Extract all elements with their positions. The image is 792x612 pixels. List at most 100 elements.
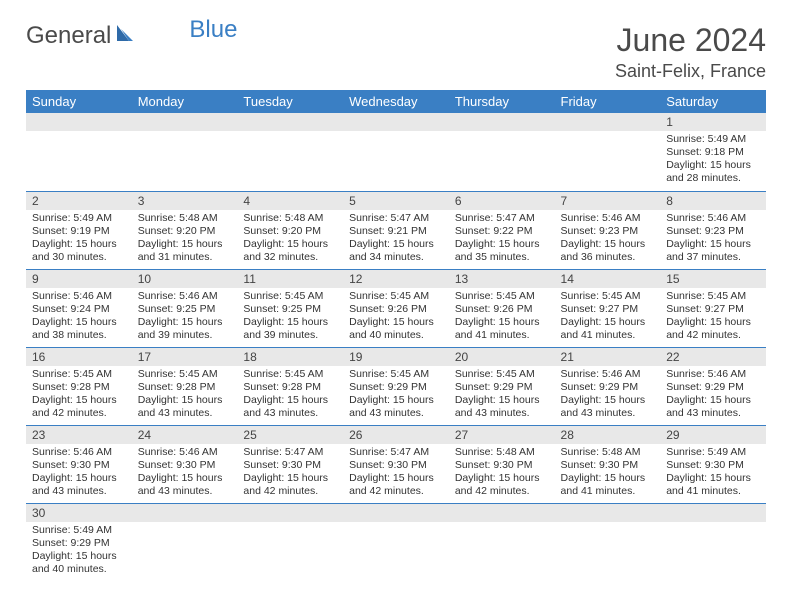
day-number: 6 [449, 192, 555, 210]
calendar-cell: 17Sunrise: 5:45 AMSunset: 9:28 PMDayligh… [132, 347, 238, 425]
sunrise-line: Sunrise: 5:48 AM [243, 212, 337, 225]
day-content: Sunrise: 5:48 AMSunset: 9:30 PMDaylight:… [555, 444, 661, 503]
calendar-cell: 26Sunrise: 5:47 AMSunset: 9:30 PMDayligh… [343, 425, 449, 503]
calendar-cell: 25Sunrise: 5:47 AMSunset: 9:30 PMDayligh… [237, 425, 343, 503]
calendar-table: Sunday Monday Tuesday Wednesday Thursday… [26, 90, 766, 581]
sunset-line: Sunset: 9:30 PM [455, 459, 549, 472]
daylight-line: Daylight: 15 hours and 40 minutes. [32, 550, 126, 576]
sunrise-line: Sunrise: 5:46 AM [666, 368, 760, 381]
sunrise-line: Sunrise: 5:48 AM [561, 446, 655, 459]
calendar-row: 1Sunrise: 5:49 AMSunset: 9:18 PMDaylight… [26, 113, 766, 191]
day-number: 18 [237, 348, 343, 366]
day-number: 23 [26, 426, 132, 444]
logo-text-blue: Blue [189, 16, 237, 44]
day-content: Sunrise: 5:45 AMSunset: 9:29 PMDaylight:… [449, 366, 555, 425]
day-number: 9 [26, 270, 132, 288]
sunrise-line: Sunrise: 5:45 AM [32, 368, 126, 381]
day-content: Sunrise: 5:45 AMSunset: 9:29 PMDaylight:… [343, 366, 449, 425]
calendar-cell [237, 503, 343, 581]
month-title: June 2024 [615, 22, 766, 59]
calendar-cell: 21Sunrise: 5:46 AMSunset: 9:29 PMDayligh… [555, 347, 661, 425]
sunset-line: Sunset: 9:19 PM [32, 225, 126, 238]
day-number: 3 [132, 192, 238, 210]
day-number: 14 [555, 270, 661, 288]
day-content: Sunrise: 5:49 AMSunset: 9:18 PMDaylight:… [660, 131, 766, 190]
day-content: Sunrise: 5:46 AMSunset: 9:29 PMDaylight:… [555, 366, 661, 425]
day-content: Sunrise: 5:48 AMSunset: 9:30 PMDaylight:… [449, 444, 555, 503]
day-number: 26 [343, 426, 449, 444]
calendar-cell: 6Sunrise: 5:47 AMSunset: 9:22 PMDaylight… [449, 191, 555, 269]
calendar-row: 9Sunrise: 5:46 AMSunset: 9:24 PMDaylight… [26, 269, 766, 347]
daylight-line: Daylight: 15 hours and 28 minutes. [666, 159, 760, 185]
daylight-line: Daylight: 15 hours and 31 minutes. [138, 238, 232, 264]
calendar-cell: 30Sunrise: 5:49 AMSunset: 9:29 PMDayligh… [26, 503, 132, 581]
daylight-line: Daylight: 15 hours and 43 minutes. [561, 394, 655, 420]
sunset-line: Sunset: 9:20 PM [138, 225, 232, 238]
sunrise-line: Sunrise: 5:45 AM [349, 368, 443, 381]
calendar-cell [449, 503, 555, 581]
day-content: Sunrise: 5:46 AMSunset: 9:23 PMDaylight:… [555, 210, 661, 269]
day-number [132, 113, 238, 131]
day-content: Sunrise: 5:45 AMSunset: 9:27 PMDaylight:… [660, 288, 766, 347]
day-number [555, 504, 661, 522]
day-content: Sunrise: 5:49 AMSunset: 9:30 PMDaylight:… [660, 444, 766, 503]
sunset-line: Sunset: 9:30 PM [32, 459, 126, 472]
daylight-line: Daylight: 15 hours and 43 minutes. [138, 394, 232, 420]
calendar-cell [343, 113, 449, 191]
day-content: Sunrise: 5:45 AMSunset: 9:28 PMDaylight:… [132, 366, 238, 425]
day-content: Sunrise: 5:46 AMSunset: 9:24 PMDaylight:… [26, 288, 132, 347]
sunrise-line: Sunrise: 5:48 AM [138, 212, 232, 225]
sunrise-line: Sunrise: 5:45 AM [455, 368, 549, 381]
sunset-line: Sunset: 9:29 PM [666, 381, 760, 394]
weekday-header: Monday [132, 90, 238, 113]
day-number: 12 [343, 270, 449, 288]
day-number [449, 504, 555, 522]
sunrise-line: Sunrise: 5:48 AM [455, 446, 549, 459]
sunset-line: Sunset: 9:30 PM [138, 459, 232, 472]
calendar-cell: 16Sunrise: 5:45 AMSunset: 9:28 PMDayligh… [26, 347, 132, 425]
sunrise-line: Sunrise: 5:46 AM [666, 212, 760, 225]
sunset-line: Sunset: 9:23 PM [666, 225, 760, 238]
day-number: 5 [343, 192, 449, 210]
calendar-cell: 3 Sunrise: 5:48 AMSunset: 9:20 PMDaylight… [132, 191, 238, 269]
sunset-line: Sunset: 9:29 PM [32, 537, 126, 550]
daylight-line: Daylight: 15 hours and 41 minutes. [455, 316, 549, 342]
day-number [449, 113, 555, 131]
sunrise-line: Sunrise: 5:45 AM [455, 290, 549, 303]
sunset-line: Sunset: 9:20 PM [243, 225, 337, 238]
daylight-line: Daylight: 15 hours and 37 minutes. [666, 238, 760, 264]
day-number [343, 113, 449, 131]
sunset-line: Sunset: 9:25 PM [243, 303, 337, 316]
calendar-cell: 18Sunrise: 5:45 AMSunset: 9:28 PMDayligh… [237, 347, 343, 425]
day-number: 13 [449, 270, 555, 288]
day-number: 4 [237, 192, 343, 210]
weekday-header: Sunday [26, 90, 132, 113]
calendar-cell: 12Sunrise: 5:45 AMSunset: 9:26 PMDayligh… [343, 269, 449, 347]
daylight-line: Daylight: 15 hours and 34 minutes. [349, 238, 443, 264]
daylight-line: Daylight: 15 hours and 30 minutes. [32, 238, 126, 264]
day-number: 22 [660, 348, 766, 366]
weekday-header: Friday [555, 90, 661, 113]
sunset-line: Sunset: 9:21 PM [349, 225, 443, 238]
calendar-cell: 8Sunrise: 5:46 AMSunset: 9:23 PMDaylight… [660, 191, 766, 269]
calendar-cell [237, 113, 343, 191]
day-content: Sunrise: 5:47 AMSunset: 9:21 PMDaylight:… [343, 210, 449, 269]
day-number: 21 [555, 348, 661, 366]
daylight-line: Daylight: 15 hours and 43 minutes. [32, 472, 126, 498]
day-number [660, 504, 766, 522]
calendar-cell: 4Sunrise: 5:48 AMSunset: 9:20 PMDaylight… [237, 191, 343, 269]
sunset-line: Sunset: 9:30 PM [349, 459, 443, 472]
sunset-line: Sunset: 9:25 PM [138, 303, 232, 316]
sunset-line: Sunset: 9:27 PM [561, 303, 655, 316]
calendar-cell: 2Sunrise: 5:49 AMSunset: 9:19 PMDaylight… [26, 191, 132, 269]
daylight-line: Daylight: 15 hours and 43 minutes. [455, 394, 549, 420]
daylight-line: Daylight: 15 hours and 43 minutes. [138, 472, 232, 498]
day-number [132, 504, 238, 522]
daylight-line: Daylight: 15 hours and 42 minutes. [666, 316, 760, 342]
day-number: 20 [449, 348, 555, 366]
calendar-row: 16Sunrise: 5:45 AMSunset: 9:28 PMDayligh… [26, 347, 766, 425]
calendar-cell: 11Sunrise: 5:45 AMSunset: 9:25 PMDayligh… [237, 269, 343, 347]
day-number: 1 [660, 113, 766, 131]
logo-text-general: General [26, 22, 111, 50]
calendar-cell: 24Sunrise: 5:46 AMSunset: 9:30 PMDayligh… [132, 425, 238, 503]
